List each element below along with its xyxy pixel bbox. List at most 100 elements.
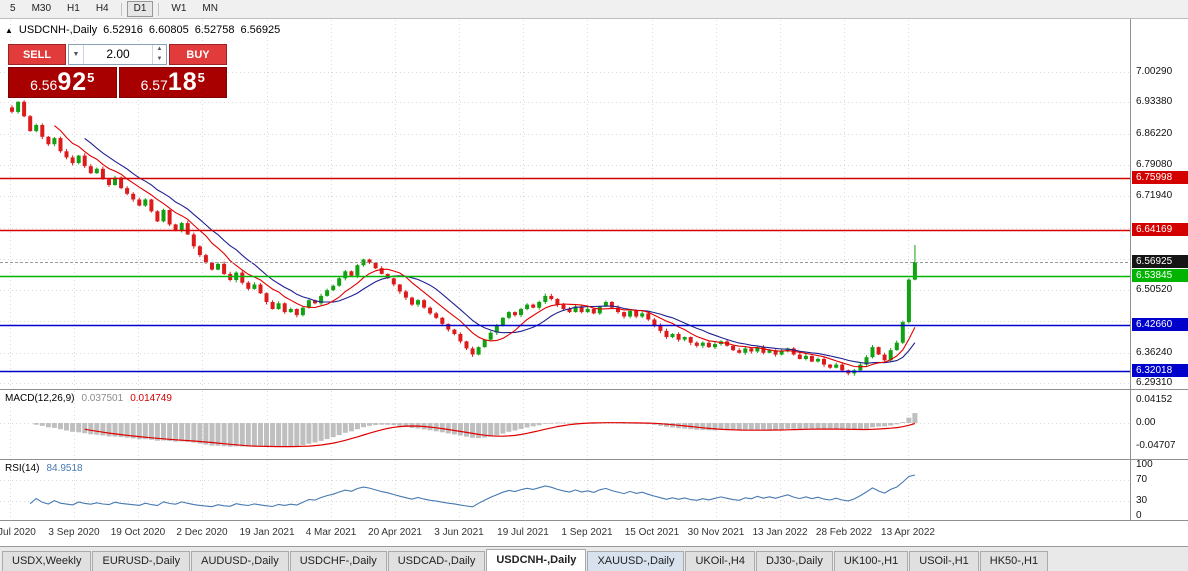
macd-main-value: 0.037501 (81, 393, 124, 404)
price-axis-label: 6.79080 (1136, 158, 1173, 170)
buy-price-prefix: 6.57 (140, 77, 168, 93)
date-axis-separator (0, 520, 1188, 521)
chart-tab-usdcad-daily[interactable]: USDCAD-,Daily (387, 551, 486, 571)
volume-decrease-icon[interactable]: ▼ (156, 55, 163, 62)
volume-increase-icon[interactable]: ▲ (156, 46, 163, 52)
toolbar-separator (158, 2, 160, 16)
chart-tab-usoil-h1[interactable]: USOil-,H1 (909, 551, 979, 571)
volume-input[interactable]: 2.00 (106, 47, 130, 61)
macd-axis-label: -0.04707 (1136, 440, 1176, 451)
ohlc-open-value: 6.52916 (103, 24, 143, 36)
ohlc-low-value: 6.52758 (194, 24, 235, 36)
timeframe-button-h1[interactable]: H1 (67, 3, 80, 14)
chart-tab-usdx-weekly[interactable]: USDX,Weekly (2, 551, 92, 571)
date-label: 20 Apr 2021 (368, 527, 422, 538)
current-price-badge: 6.56925 (1132, 255, 1188, 268)
timeframe-button-mn[interactable]: MN (202, 3, 218, 14)
sell-price-display[interactable]: 6.56 92 5 (8, 67, 117, 98)
price-axis-label: 6.36240 (1136, 346, 1173, 358)
sell-button[interactable]: SELL (8, 44, 66, 65)
support-line-badge: 6.32018 (1132, 364, 1188, 378)
rsi-axis-label: 30 (1136, 495, 1148, 506)
chart-tab-dj30-daily[interactable]: DJ30-,Daily (755, 551, 833, 571)
ma-fast-line (54, 125, 916, 368)
macd-axis-label: 0.00 (1136, 417, 1156, 428)
macd-indicator-label: MACD(12,26,9) 0.037501 0.014749 (5, 393, 172, 404)
rsi-line (29, 474, 916, 508)
chart-tab-xauusd-daily[interactable]: XAUUSD-,Daily (587, 551, 685, 571)
rsi-value: 84.9518 (46, 463, 83, 474)
date-label: 15 Oct 2021 (624, 527, 680, 538)
rsi-indicator-label: RSI(14) 84.9518 (5, 463, 83, 474)
date-axis: 21 Jul 2020 3 Sep 2020 19 Oct 2020 2 Dec 20… (0, 521, 1130, 546)
chart-tab-ukoil-h4[interactable]: UKOil-,H4 (685, 551, 755, 571)
price-axis: 7.00290 6.93380 6.86220 6.79080 6.71940 6.505… (1130, 19, 1188, 521)
chart-tab-hk50-h1[interactable]: HK50-,H1 (979, 551, 1049, 571)
price-axis-label: 7.00290 (1136, 66, 1173, 77)
rsi-panel-separator[interactable] (0, 459, 1188, 460)
timeframe-button-m30[interactable]: M30 (31, 3, 52, 14)
date-label: 30 Nov 2021 (687, 527, 745, 538)
buy-price-display[interactable]: 6.57 18 5 (118, 67, 227, 98)
macd-name: MACD(12,26,9) (5, 393, 75, 404)
chart-tab-usdchf-daily[interactable]: USDCHF-,Daily (289, 551, 387, 571)
date-label: 19 Jan 2021 (239, 527, 295, 538)
date-label: 19 Oct 2020 (110, 527, 166, 538)
chart-tab-usdcnh-daily[interactable]: USDCNH-,Daily (486, 549, 587, 571)
rsi-layer (29, 474, 916, 508)
chart-ohlc-header: ▲ USDCNH-,Daily 6.52916 6.60805 6.52758 … (5, 24, 280, 36)
sell-price-big-digits: 92 (57, 68, 88, 96)
date-label: 1 Sep 2021 (561, 527, 613, 538)
toolbar-separator (120, 2, 122, 16)
chart-tab-uk100-h1[interactable]: UK100-,H1 (833, 551, 909, 571)
rsi-axis-label: 70 (1136, 474, 1148, 485)
resistance-line-badge: 6.75998 (1132, 171, 1188, 185)
timeframe-button-d1[interactable]: D1 (126, 1, 154, 17)
macd-signal-line (84, 422, 916, 448)
macd-signal-value: 0.014749 (130, 393, 172, 404)
rsi-axis-label: 100 (1136, 459, 1153, 470)
date-label: 21 Jul 2020 (0, 527, 36, 538)
timeframe-toolbar: 5 M30 H1 H4 D1 W1 MN (0, 0, 1188, 19)
chart-symbol-label: USDCNH-,Daily (18, 24, 98, 36)
timeframe-button-5[interactable]: 5 (10, 3, 16, 14)
rsi-axis-label: 0 (1136, 510, 1142, 521)
support-line-badge: 6.53845 (1132, 268, 1188, 282)
one-click-trading-panel: SELL ▼ 2.00 ▲ ▼ BUY 6.56 92 5 (8, 44, 227, 98)
timeframe-button-h4[interactable]: H4 (95, 3, 109, 14)
buy-button[interactable]: BUY (169, 44, 227, 65)
ma-slow-line (84, 137, 916, 364)
date-label: 28 Feb 2022 (815, 527, 873, 538)
resistance-line-badge: 6.64169 (1132, 223, 1188, 237)
support-line-badge: 6.42660 (1132, 317, 1188, 331)
chart-area[interactable]: ▲ USDCNH-,Daily 6.52916 6.60805 6.52758 … (0, 19, 1188, 546)
direction-up-arrow-icon: ▲ (5, 25, 13, 35)
price-axis-label: 6.86220 (1136, 127, 1173, 139)
macd-layer (33, 413, 918, 448)
date-label: 4 Mar 2021 (305, 527, 357, 538)
volume-control[interactable]: ▼ 2.00 ▲ ▼ (68, 44, 167, 65)
price-axis-label: 6.93380 (1136, 96, 1173, 108)
buy-price-big-digits: 18 (167, 68, 198, 96)
ohlc-close-value: 6.56925 (240, 24, 281, 36)
volume-spinner[interactable]: ▲ ▼ (152, 45, 166, 64)
ohlc-high-value: 6.60805 (148, 24, 189, 36)
volume-dropdown-arrow-icon[interactable]: ▼ (69, 45, 84, 64)
date-label: 2 Dec 2020 (176, 527, 228, 538)
price-axis-label: 6.71940 (1136, 190, 1173, 202)
chart-tab-eurusd-daily[interactable]: EURUSD-,Daily (92, 551, 191, 571)
candles-layer (10, 100, 917, 376)
level-lines[interactable] (0, 177, 1130, 373)
date-label: 3 Sep 2020 (48, 527, 100, 538)
chart-tab-audusd-daily[interactable]: AUDUSD-,Daily (191, 551, 289, 571)
sell-price-pip-digit: 5 (87, 70, 95, 85)
price-axis-label: 6.50520 (1136, 284, 1173, 296)
sell-price-prefix: 6.56 (30, 77, 58, 93)
date-label: 13 Apr 2022 (881, 527, 935, 538)
buy-price-pip-digit: 5 (197, 70, 205, 85)
chart-tab-bar: USDX,Weekly EURUSD-,Daily AUDUSD-,Daily USD… (0, 546, 1188, 571)
macd-panel-separator[interactable] (0, 389, 1188, 390)
price-axis-label: 6.29310 (1136, 377, 1173, 388)
timeframe-button-w1[interactable]: W1 (171, 3, 187, 14)
date-label: 19 Jul 2021 (497, 527, 549, 538)
